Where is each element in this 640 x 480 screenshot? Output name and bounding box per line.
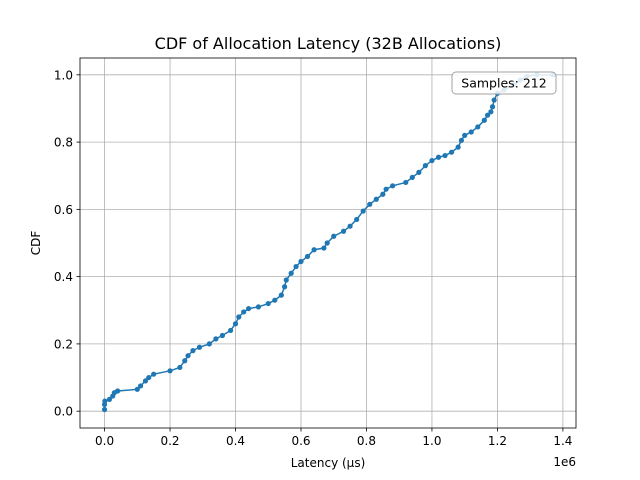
plot-frame (79, 57, 577, 429)
cdf-point (134, 386, 140, 392)
cdf-point (106, 396, 113, 403)
cdf-point (373, 196, 379, 202)
samples-annotation: Samples: 212 (451, 71, 557, 95)
cdf-point (213, 336, 219, 342)
cdf-point (196, 344, 203, 350)
cdf-point (409, 174, 415, 181)
cdf-point (354, 216, 360, 223)
y-tick-label: 0.2 (54, 337, 73, 351)
x-tick-label: 1.4 (553, 434, 572, 448)
cdf-point (185, 353, 191, 359)
cdf-point (265, 300, 271, 307)
y-tick-label: 0.8 (54, 136, 73, 150)
x-tick-label: 0.8 (357, 434, 376, 448)
cdf-point (146, 374, 152, 381)
cdf-point (246, 305, 252, 312)
cdf-point (298, 258, 304, 265)
cdf-point (219, 332, 226, 339)
cdf-point (403, 179, 409, 186)
cdf-point (462, 132, 468, 138)
cdf-point (468, 129, 474, 135)
cdf-point (367, 201, 373, 207)
cdf-point (435, 154, 442, 160)
cdf-point (115, 388, 121, 394)
cdf-point (190, 348, 196, 354)
cdf-point (458, 137, 465, 144)
cdf-point (272, 297, 278, 303)
annotation-text: Samples: 212 (461, 76, 546, 91)
cdf-point (324, 240, 330, 246)
cdf-point (475, 124, 481, 130)
y-tick-label: 0.0 (54, 405, 73, 419)
cdf-point (347, 223, 353, 229)
cdf-point (485, 112, 491, 118)
cdf-point (282, 284, 288, 290)
cdf-point (455, 144, 461, 150)
x-axis-offset-label: 1e6 (553, 455, 576, 469)
cdf-point (429, 157, 435, 164)
cdf-point (232, 321, 239, 327)
cdf-point (241, 309, 247, 315)
cdf-point (283, 277, 289, 283)
cdf-point (278, 292, 284, 298)
cdf-point (293, 263, 299, 270)
cdf-point (380, 191, 386, 197)
cdf-point (151, 371, 157, 377)
grid (80, 58, 576, 428)
cdf-point (137, 383, 144, 389)
cdf-point (390, 183, 396, 189)
x-tick-label: 1.0 (422, 434, 441, 448)
cdf-point (416, 169, 422, 175)
cdf-point (321, 245, 327, 251)
y-axis-label: CDF (29, 231, 43, 256)
cdf-point (311, 247, 317, 253)
cdf-point (228, 327, 234, 334)
cdf-point (177, 364, 183, 371)
cdf-point (340, 228, 347, 234)
cdf-point (102, 398, 108, 404)
cdf-point (448, 149, 455, 155)
chart-title: CDF of Allocation Latency (32B Allocatio… (155, 34, 502, 53)
cdf-point (481, 117, 487, 123)
cdf-point (167, 368, 173, 374)
annotation-box (451, 71, 557, 95)
y-tick-label: 0.4 (54, 270, 73, 284)
x-tick-label: 0.2 (160, 434, 179, 448)
x-tick-label: 1.2 (488, 434, 507, 448)
cdf-point (331, 233, 337, 239)
cdf-point (491, 97, 497, 103)
cdf-point (304, 253, 311, 260)
cdf-point (360, 208, 366, 214)
x-tick-label: 0.6 (291, 434, 310, 448)
x-axis-label: Latency (µs) (291, 456, 366, 470)
cdf-point (255, 304, 262, 310)
cdf-point (236, 314, 242, 320)
cdf-point (442, 152, 448, 159)
cdf-point (422, 163, 428, 169)
cdf-point (206, 341, 212, 347)
y-tick-label: 0.6 (54, 203, 73, 217)
cdf-point (488, 109, 494, 115)
axis-ticks: 0.0 0.2 0.4 0.6 0.8 1.0 1.2 1.4 0.0 0.2 0.4 0.6 0.8 1… (54, 68, 573, 448)
cdf-point (142, 378, 149, 384)
cdf-point (288, 270, 294, 276)
y-tick-label: 1.0 (54, 68, 73, 82)
cdf-point (489, 104, 496, 110)
x-tick-label: 0.0 (95, 434, 114, 448)
cdf-point (182, 358, 188, 364)
cdf-point (101, 406, 108, 413)
x-tick-label: 0.4 (226, 434, 245, 448)
cdf-point (383, 186, 389, 192)
